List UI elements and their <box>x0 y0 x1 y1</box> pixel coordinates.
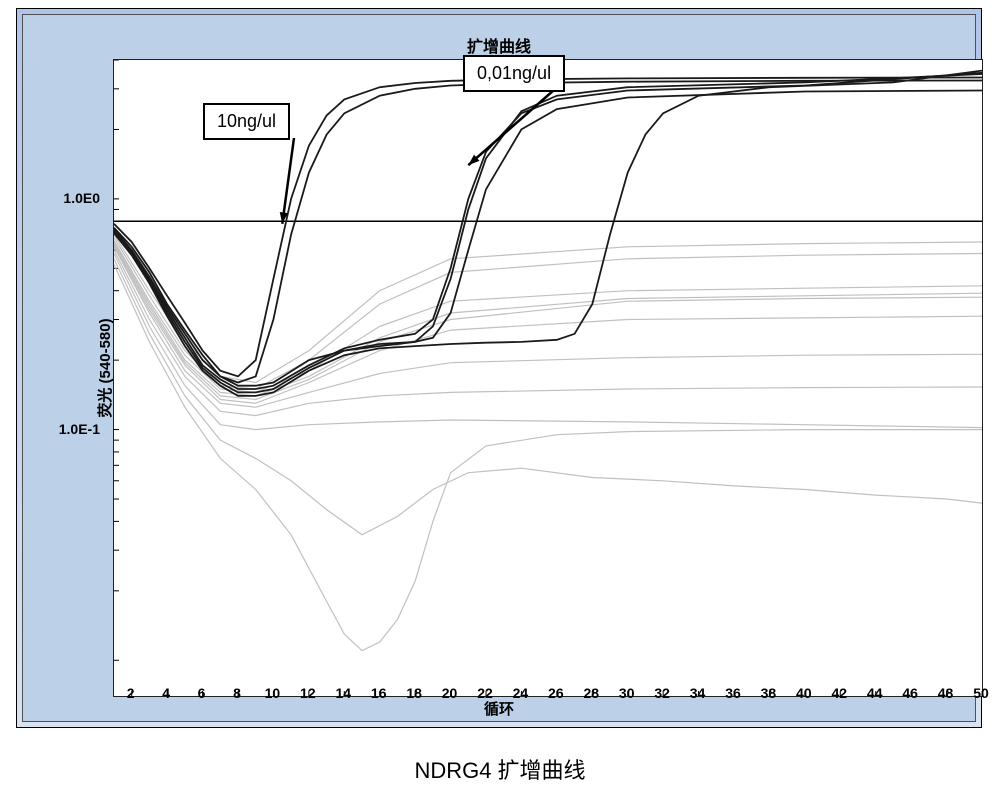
x-axis-label: 循环 <box>23 698 975 719</box>
xtick-label: 36 <box>725 685 741 701</box>
xtick-label: 24 <box>513 685 529 701</box>
xtick-label: 22 <box>477 685 493 701</box>
xtick-label: 20 <box>442 685 458 701</box>
curves-svg <box>114 60 982 696</box>
xtick-label: 44 <box>867 685 883 701</box>
xtick-label: 46 <box>902 685 918 701</box>
curve-l11 <box>114 264 982 650</box>
xtick-label: 30 <box>619 685 635 701</box>
xtick-label: 2 <box>127 685 135 701</box>
chart-panel: 扩增曲线 荧光 (540-580) 循环 1.0E01.0E-124681012… <box>22 14 976 722</box>
xtick-label: 6 <box>198 685 206 701</box>
annotation-box-0: 10ng/ul <box>203 103 290 140</box>
xtick-label: 14 <box>335 685 351 701</box>
xtick-label: 40 <box>796 685 812 701</box>
xtick-label: 16 <box>371 685 387 701</box>
xtick-label: 8 <box>233 685 241 701</box>
curve-l9 <box>114 254 982 430</box>
xtick-label: 26 <box>548 685 564 701</box>
ytick-label: 1.0E-1 <box>59 421 100 437</box>
xtick-label: 38 <box>761 685 777 701</box>
curve-l2 <box>114 238 982 390</box>
y-axis-label: 荧光 (540-580) <box>94 318 115 417</box>
annotation-box-1: 0,01ng/ul <box>463 55 565 92</box>
curve-l5 <box>114 244 982 400</box>
ytick-label: 1.0E0 <box>63 190 100 206</box>
xtick-label: 10 <box>265 685 281 701</box>
xtick-label: 18 <box>406 685 422 701</box>
figure-caption: NDRG4 扩增曲线 <box>0 753 1000 785</box>
xtick-label: 50 <box>973 685 989 701</box>
plot-area <box>113 59 983 697</box>
xtick-label: 4 <box>162 685 170 701</box>
xtick-label: 48 <box>938 685 954 701</box>
xtick-label: 28 <box>583 685 599 701</box>
annotation-arrow-1 <box>468 90 554 165</box>
xtick-label: 32 <box>654 685 670 701</box>
xtick-label: 34 <box>690 685 706 701</box>
curve-l7 <box>114 247 982 407</box>
chart-title: 扩增曲线 <box>23 33 975 57</box>
xtick-label: 42 <box>831 685 847 701</box>
xtick-label: 12 <box>300 685 316 701</box>
